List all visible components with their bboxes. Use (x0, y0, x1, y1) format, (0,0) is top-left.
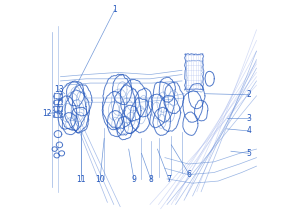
Text: 4: 4 (247, 127, 251, 135)
Text: 11: 11 (76, 176, 86, 184)
Text: 7: 7 (167, 176, 172, 184)
Text: 1: 1 (112, 5, 117, 14)
Text: 9: 9 (132, 176, 136, 184)
Text: 5: 5 (247, 149, 251, 158)
Text: 3: 3 (247, 114, 251, 123)
Text: 8: 8 (149, 176, 153, 184)
Text: 13: 13 (54, 85, 64, 94)
Text: 10: 10 (95, 176, 105, 184)
Text: 2: 2 (247, 90, 251, 99)
Text: 6: 6 (187, 170, 192, 179)
Text: 12: 12 (43, 109, 52, 118)
